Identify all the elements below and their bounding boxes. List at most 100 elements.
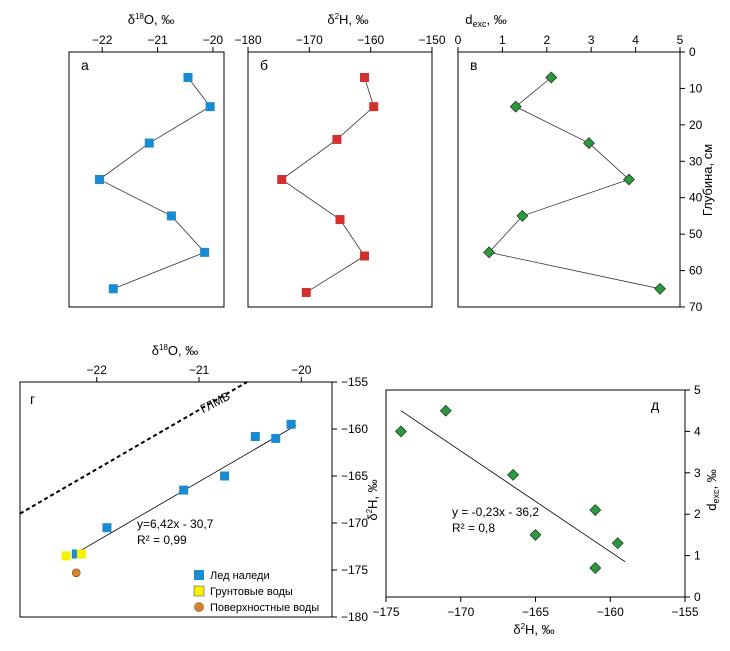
y-axis-label-text: δ2H, ‰: [365, 479, 380, 520]
data-point: [545, 71, 558, 84]
panel-label: а: [81, 57, 89, 73]
y-tick-label: 1: [694, 549, 701, 563]
y-tick-label: 50: [689, 227, 703, 241]
legend-label: Лед наледи: [210, 570, 270, 582]
y-tick-label: 30: [689, 154, 703, 168]
data-point: [286, 419, 296, 429]
x-axis-label-text: δ2H, ‰: [513, 622, 554, 637]
data-point: [205, 102, 215, 112]
y-tick-label: 0: [694, 590, 701, 604]
x-tick-label: −160: [357, 33, 384, 47]
x-tick-label: −180: [234, 33, 261, 47]
panel-label: д: [651, 397, 659, 413]
data-point: [332, 134, 342, 144]
y-tick-label: −165: [341, 469, 368, 483]
data-point: [654, 282, 666, 295]
data-point: [369, 102, 379, 112]
data-point: [76, 549, 86, 559]
fit-r2: R² = 0,8: [452, 521, 495, 535]
data-point: [250, 432, 260, 442]
y-tick-label: 70: [689, 300, 703, 314]
legend: Лед наледи Грунтовые воды Поверхностные во…: [193, 570, 319, 614]
y-tick-label: 3: [694, 466, 701, 480]
gmwl-label: ГЛМВ: [198, 389, 233, 416]
x-tick-label: 1: [499, 33, 506, 47]
panel-b: −180 −170 −160 −150 δ2H, ‰ б: [234, 12, 446, 308]
y-tick-label: 40: [689, 191, 703, 205]
legend-swatch: [194, 602, 204, 612]
y-tick-label: 10: [689, 81, 703, 95]
data-point: [183, 73, 193, 82]
data-point: [71, 549, 81, 559]
data-point: [102, 523, 112, 533]
x-axis-label: δ18O, ‰: [128, 12, 175, 27]
data-point: [220, 471, 230, 481]
plot-frame: [68, 51, 225, 308]
fit-r2: R² = 0,99: [137, 533, 187, 547]
x-tick-label: 0: [455, 33, 462, 47]
gmwl-line: [19, 381, 248, 515]
x-tick-label: −20: [291, 363, 312, 377]
y-tick-label: −160: [341, 422, 368, 436]
legend-swatch: [194, 570, 204, 580]
x-tick-label: −160: [597, 605, 624, 619]
plot-frame: [457, 51, 681, 308]
data-point: [360, 73, 370, 82]
data-point: [395, 425, 407, 438]
data-point: [200, 247, 210, 257]
data-point: [483, 246, 496, 259]
data-point: [166, 211, 176, 221]
plot-frame: [19, 381, 333, 618]
x-axis-label-text: δ18O, ‰: [152, 343, 199, 358]
y-tick-label: −180: [341, 610, 368, 624]
data-point: [144, 138, 154, 148]
panel-label: в: [470, 57, 477, 73]
data-point: [439, 404, 452, 417]
plot-frame: [247, 51, 433, 308]
data-point: [271, 433, 281, 443]
y-tick-label: 60: [689, 264, 703, 278]
legend-item: Грунтовые воды: [193, 585, 293, 598]
x-axis-label: dexc, ‰: [465, 12, 506, 29]
data-point: [507, 468, 519, 481]
x-tick-label: −165: [522, 605, 549, 619]
data-point: [94, 175, 104, 184]
series-line: [98, 77, 211, 290]
y-tick-label: 5: [694, 383, 701, 397]
data-point: [301, 287, 311, 297]
y-tick-label: −155: [341, 375, 368, 389]
data-point: [611, 537, 624, 550]
y-tick-label: −170: [341, 516, 368, 530]
x-axis-label-text: δ2H, ‰: [327, 12, 368, 27]
data-point: [583, 137, 595, 149]
x-tick-label: 3: [588, 33, 595, 47]
x-tick-label: −170: [447, 605, 474, 619]
x-tick-label: 5: [677, 33, 684, 47]
y-tick-label: −175: [341, 563, 368, 577]
panel-g: −22 −21 −20 δ18O, ‰ −155 −160 −165 −170 −175 −180…: [19, 343, 380, 624]
panel-a: −22 −21 −20 δ18O, ‰ а: [68, 12, 225, 308]
x-tick-label: −22: [92, 33, 113, 47]
y-tick-label: 2: [694, 507, 701, 521]
x-tick-label: −150: [418, 33, 445, 47]
panel-label: б: [260, 57, 268, 73]
y-tick-label: 4: [694, 424, 701, 438]
x-tick-label: −170: [296, 33, 323, 47]
y-axis-label: Глубина, см: [700, 144, 715, 216]
data-point: [108, 284, 118, 294]
fit-line: [400, 410, 626, 563]
y-axis-label: δ2H, ‰: [365, 479, 380, 520]
x-tick-label: −22: [87, 363, 108, 377]
plot-frame: [385, 389, 686, 598]
data-point: [516, 210, 529, 222]
data-point: [529, 528, 542, 541]
x-tick-label: −21: [189, 363, 210, 377]
x-tick-label: 4: [632, 33, 639, 47]
data-point: [71, 568, 81, 578]
y-tick-label: 20: [689, 118, 703, 132]
x-tick-label: −21: [147, 33, 168, 47]
data-point: [277, 175, 287, 184]
series-line: [281, 77, 375, 293]
